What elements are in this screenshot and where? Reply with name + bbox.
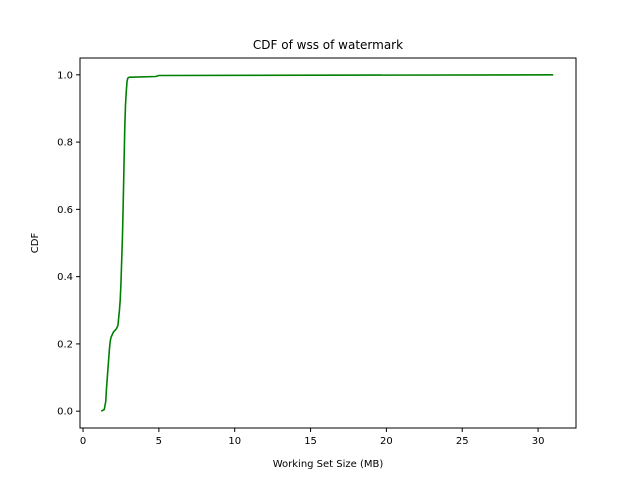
x-tick-label: 25 (456, 436, 469, 447)
y-tick-label: 0.4 (57, 272, 73, 283)
series-layer (100, 74, 554, 412)
y-tick-label: 0.6 (57, 205, 73, 216)
axes-frame (79, 57, 577, 429)
x-axis: 0 5 10 15 20 25 30 (80, 428, 545, 447)
x-tick-label: 15 (304, 436, 317, 447)
x-tick-label: 5 (156, 436, 162, 447)
x-axis-label: Working Set Size (MB) (273, 459, 384, 470)
plot-area (79, 57, 577, 429)
x-tick-label: 20 (380, 436, 393, 447)
x-tick-label: 0 (80, 436, 86, 447)
y-axis-label: CDF (30, 233, 41, 254)
x-tick-label: 10 (228, 436, 241, 447)
y-tick-label: 0.8 (57, 138, 73, 149)
x-tick-label: 30 (532, 436, 545, 447)
y-tick-label: 0.0 (57, 407, 73, 418)
y-tick-label: 0.2 (57, 339, 73, 350)
chart-title: CDF of wss of watermark (253, 38, 403, 52)
y-tick-label: 1.0 (57, 70, 73, 81)
y-axis: 0.0 0.2 0.4 0.6 0.8 1.0 (57, 70, 80, 418)
cdf-series-line (100, 74, 554, 412)
